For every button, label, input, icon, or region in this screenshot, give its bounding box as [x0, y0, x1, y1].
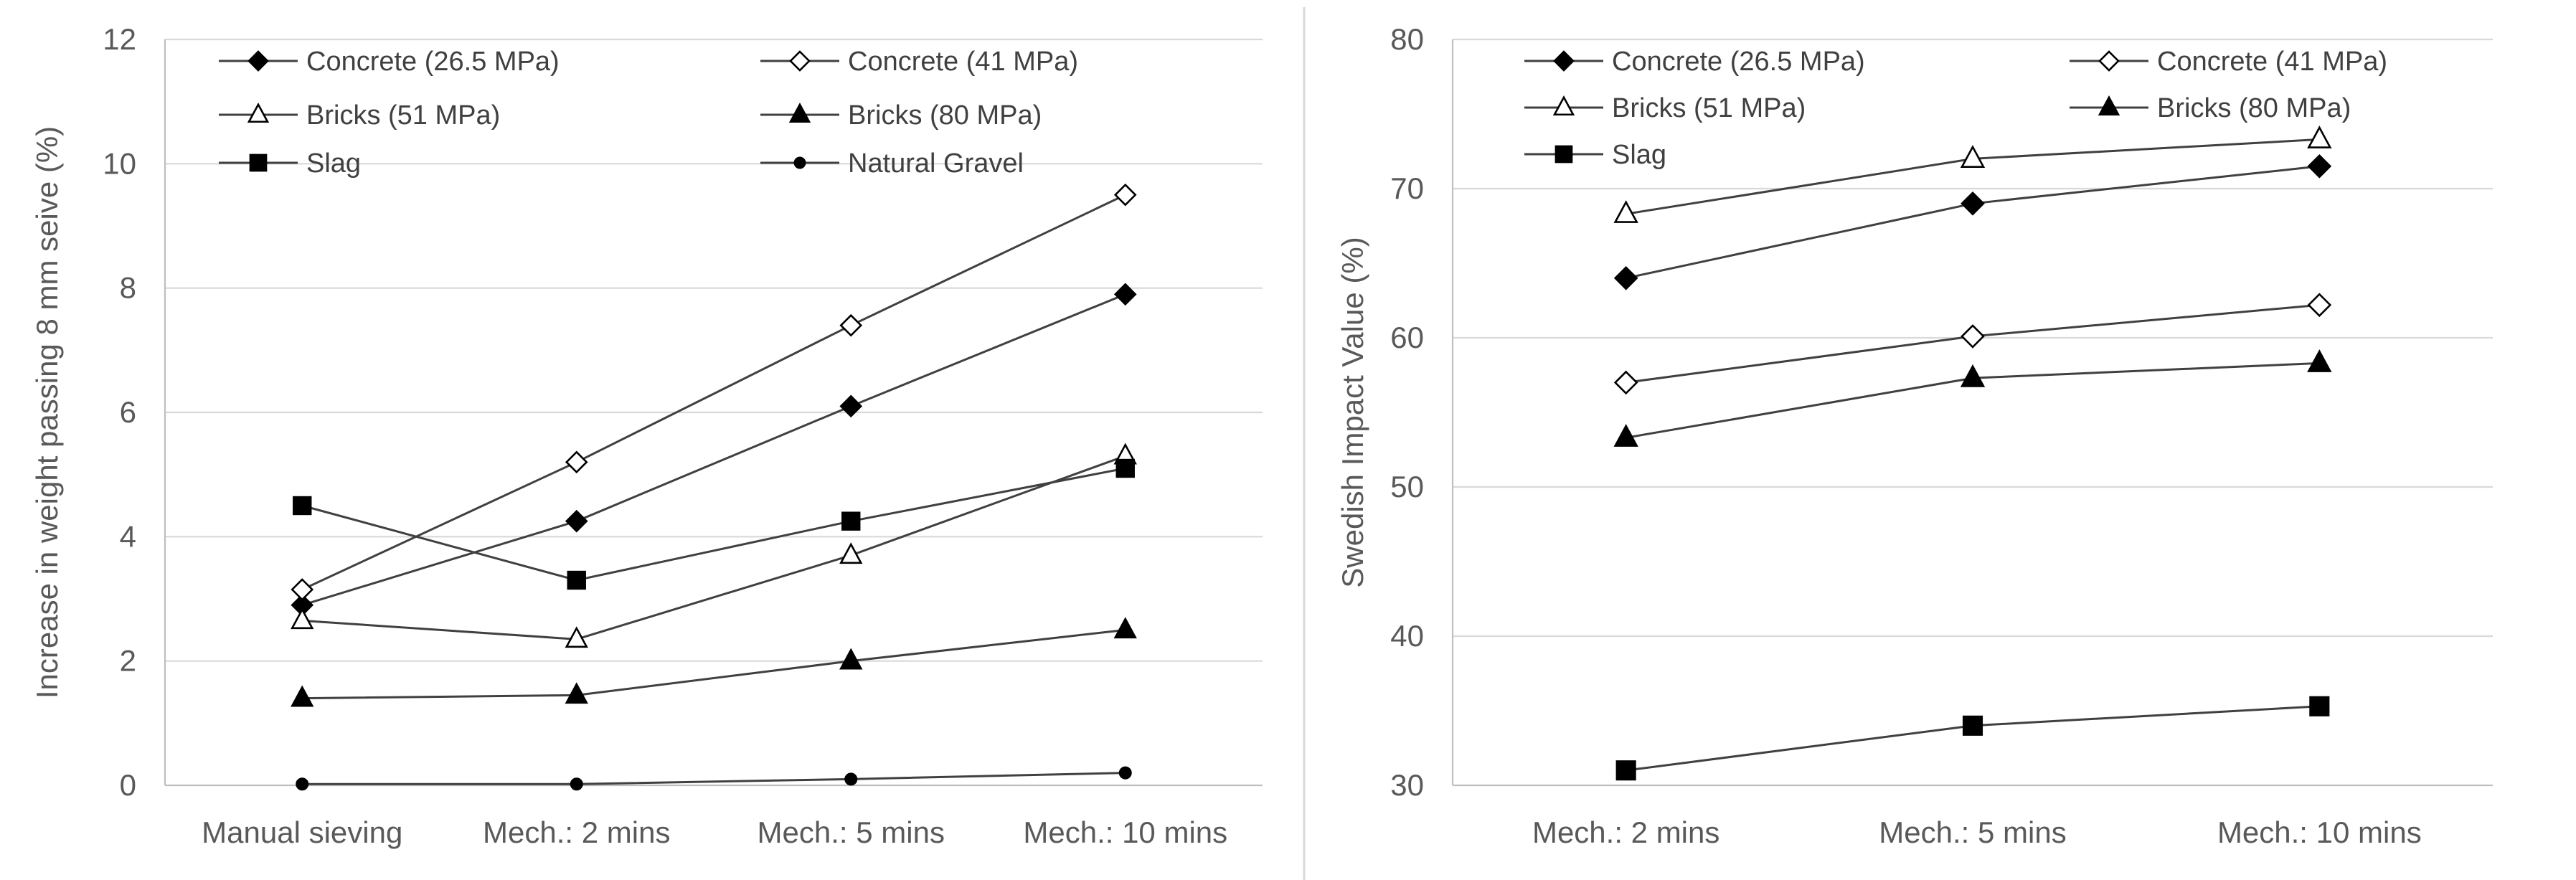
legend-marker — [1552, 95, 1575, 116]
x-tick-label: Mech.: 5 mins — [758, 815, 945, 849]
data-point — [2307, 293, 2332, 318]
data-point — [2307, 153, 2332, 179]
legend-label: Bricks (51 MPa) — [1612, 93, 1806, 123]
data-point — [844, 772, 858, 786]
y-tick-label: 12 — [103, 22, 136, 56]
data-point — [565, 450, 588, 474]
series-line-0 — [1626, 165, 2320, 280]
series-line-1 — [301, 194, 1126, 591]
series-line-2 — [302, 455, 1126, 640]
data-point — [1613, 265, 1638, 290]
data-point — [293, 496, 312, 516]
data-point — [565, 626, 588, 648]
data-point — [1115, 458, 1135, 478]
data-point — [1613, 424, 1638, 447]
y-tick-label: 70 — [1390, 171, 1424, 205]
data-point — [1613, 370, 1638, 395]
y-tick-label: 8 — [120, 271, 136, 305]
data-point — [839, 313, 863, 337]
data-point — [2307, 349, 2332, 372]
legend-marker — [249, 153, 268, 172]
data-point — [291, 607, 314, 630]
legend-marker — [247, 102, 270, 123]
legend-marker — [247, 50, 269, 72]
y-tick-label: 0 — [120, 768, 136, 802]
data-point — [296, 777, 309, 791]
data-point — [839, 394, 863, 418]
data-point — [1118, 766, 1132, 780]
legend-marker — [789, 50, 811, 72]
data-point — [570, 777, 583, 791]
legend-label: Slag — [1612, 140, 1666, 170]
legend-marker — [2098, 95, 2120, 116]
data-point — [841, 511, 861, 531]
legend-marker — [1553, 50, 1575, 72]
data-point — [567, 570, 586, 590]
data-point — [1615, 760, 1636, 781]
data-point — [1613, 200, 1638, 223]
y-tick-label: 6 — [120, 395, 136, 429]
y-tick-label: 80 — [1390, 22, 1424, 56]
legend-label: Concrete (26.5 MPa) — [1612, 47, 1865, 77]
legend-label: Concrete (26.5 MPa) — [306, 47, 560, 77]
legend-marker — [788, 102, 811, 123]
sieve-chart: 0 2 4 6 8 10 12 Manual sieving Mech.: 2 mins Mech… — [30, 22, 1263, 849]
y-axis-label: Increase in weight passing 8 mm seive (%… — [30, 126, 64, 699]
data-point — [839, 542, 863, 564]
legend-label: Concrete (41 MPa) — [2157, 47, 2387, 77]
data-point — [565, 509, 588, 533]
impact-chart: 30 40 50 60 70 80 Mech.: 2 mins Mech.: 5 mins Me… — [1336, 22, 2493, 849]
legend-label: Bricks (80 MPa) — [2157, 93, 2351, 123]
y-tick-label: 60 — [1390, 321, 1424, 354]
y-axis-label: Swedish Impact Value (%) — [1336, 237, 1369, 587]
series-line-4 — [301, 467, 1126, 582]
x-tick-label: Manual sieving — [202, 815, 402, 849]
legend-label: Concrete (41 MPa) — [848, 47, 1078, 77]
series-line-3 — [302, 628, 1126, 700]
x-tick-label: Mech.: 10 mins — [2217, 815, 2422, 849]
data-point — [1962, 715, 1983, 736]
legend: Concrete (26.5 MPa) Concrete (41 MPa) Bric… — [219, 47, 1078, 179]
legend-marker — [1554, 145, 1573, 164]
data-point — [291, 578, 314, 601]
series-line-5 — [302, 772, 1126, 785]
data-point — [1960, 364, 1986, 387]
y-tick-label: 4 — [120, 519, 136, 553]
series-line-0 — [301, 293, 1126, 607]
legend-label: Slag — [306, 148, 361, 179]
y-tick-label: 40 — [1390, 619, 1424, 653]
x-tick-label: Mech.: 10 mins — [1023, 815, 1227, 849]
legend-marker — [2098, 50, 2120, 72]
data-point — [1961, 324, 1985, 349]
data-point — [291, 685, 314, 707]
data-point — [1113, 283, 1137, 306]
data-point — [1961, 191, 1985, 216]
data-point — [2307, 126, 2332, 148]
legend-label: Bricks (51 MPa) — [306, 100, 500, 131]
data-point — [839, 648, 863, 670]
legend: Concrete (26.5 MPa) Concrete (41 MPa) Bric… — [1524, 47, 2387, 170]
y-tick-label: 10 — [103, 146, 136, 180]
data-point — [565, 682, 588, 704]
y-tick-label: 50 — [1390, 470, 1424, 503]
legend-marker — [793, 156, 806, 169]
y-tick-label: 2 — [120, 644, 136, 678]
x-tick-label: Mech.: 2 mins — [483, 815, 670, 849]
data-point — [1960, 145, 1986, 168]
y-tick-label: 30 — [1390, 768, 1424, 802]
data-point — [1113, 183, 1137, 207]
x-tick-label: Mech.: 2 mins — [1532, 815, 1719, 849]
x-tick-label: Mech.: 5 mins — [1879, 815, 2066, 849]
data-point — [2309, 696, 2330, 716]
legend-label: Natural Gravel — [848, 148, 1024, 179]
data-point — [1113, 617, 1137, 639]
legend-label: Bricks (80 MPa) — [848, 100, 1042, 131]
